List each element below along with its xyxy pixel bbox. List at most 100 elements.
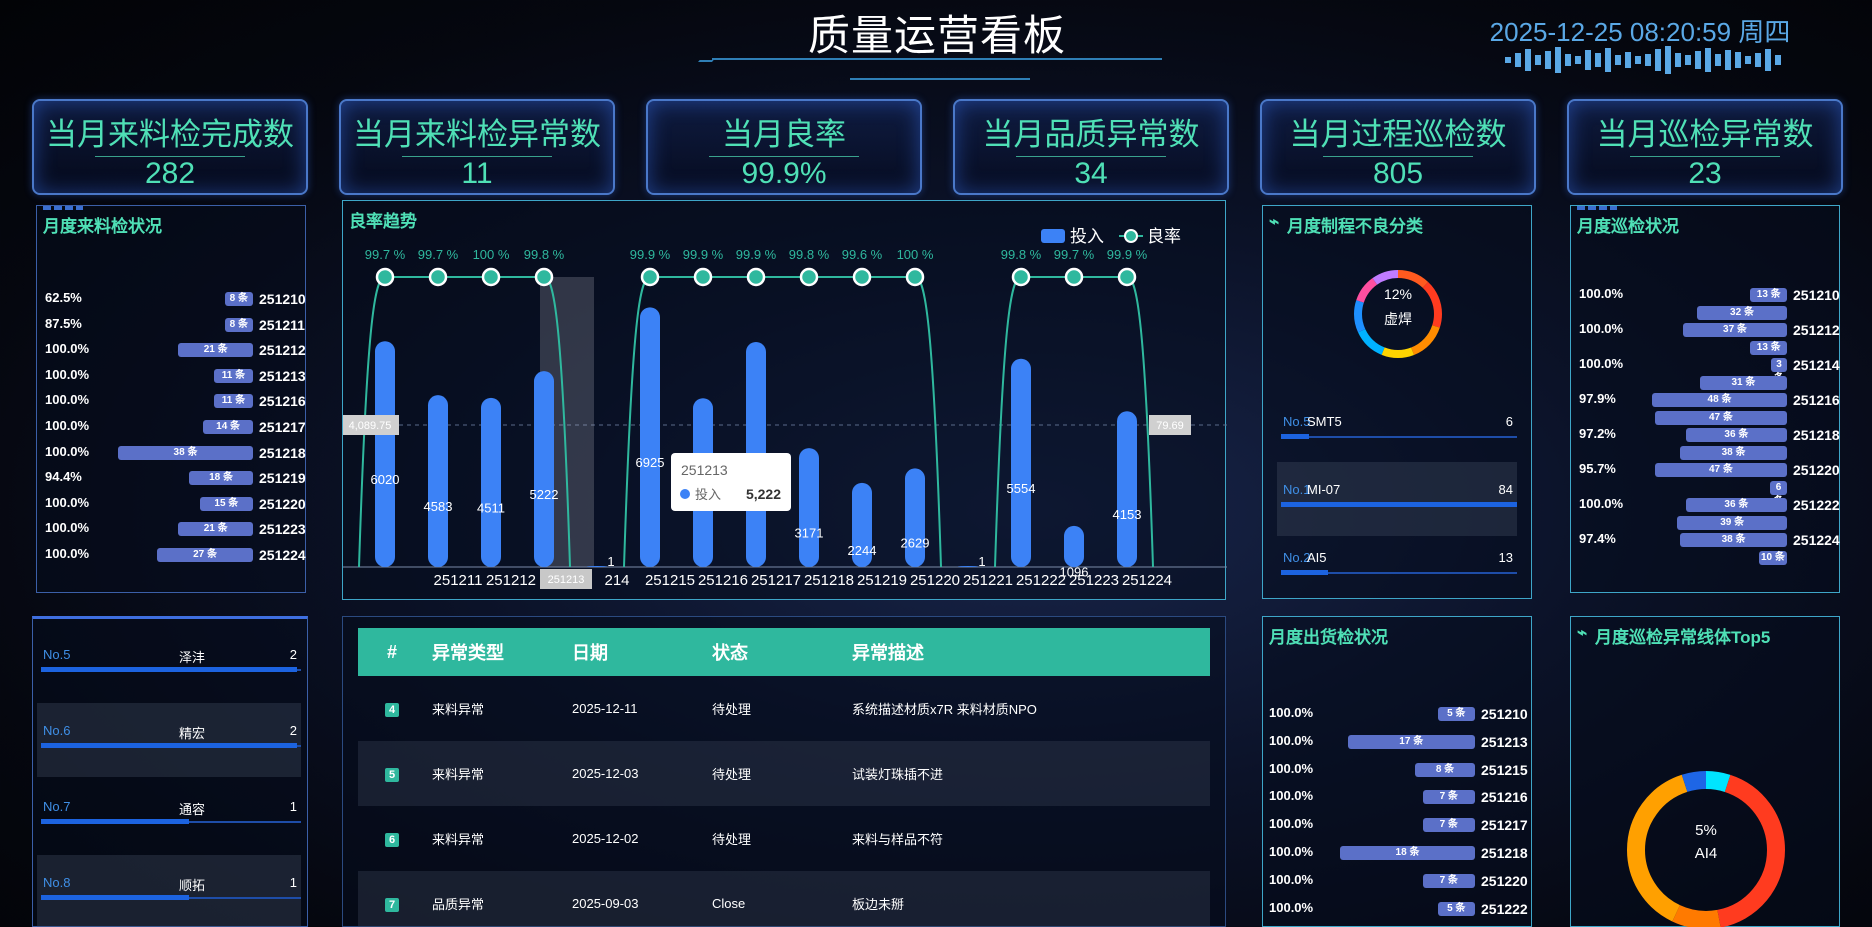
- table-row[interactable]: 5 来料异常 2025-12-03 待处理 试装灯珠插不进: [358, 741, 1210, 806]
- list-item: 100.0% 15 条 251220: [45, 495, 306, 513]
- list-item: 100.0% 38 条 251218: [45, 444, 306, 462]
- bar-value-label: 1: [978, 554, 985, 569]
- yield-value-label: 99.8 %: [1001, 247, 1042, 262]
- kpi-value: 282: [144, 157, 196, 190]
- yield-point: [693, 267, 713, 287]
- yield-value-label: 99.7 %: [1054, 247, 1095, 262]
- rank-no: No.5: [43, 647, 71, 662]
- list-item-bar: 47 条: [1654, 463, 1787, 477]
- list-item: 95.7% 47 条 251220: [1579, 461, 1840, 479]
- list-item-pct: 100.0%: [1269, 816, 1314, 832]
- wave-bar: [1535, 55, 1541, 65]
- kpi-label: 当月良率: [722, 117, 846, 152]
- table-row[interactable]: 4 来料异常 2025-12-11 待处理 系统描述材质x7R 来料材质NPO: [358, 676, 1210, 741]
- col-date: 日期: [572, 643, 608, 663]
- wave-bar: [1735, 52, 1741, 68]
- cell-index: 5: [358, 766, 426, 782]
- yield-point: [852, 267, 872, 287]
- list-item-code: 251222: [1793, 497, 1840, 513]
- list-item-bar: 13 条: [1750, 340, 1787, 355]
- list-item-code: 251215: [1481, 761, 1528, 778]
- kpi-value: 23: [1688, 157, 1722, 190]
- rank-no: No.5: [1283, 414, 1311, 429]
- list-item: 100.0% 7 条 251217: [1269, 816, 1531, 834]
- wave-bar: [1715, 54, 1721, 66]
- kpi-divider: [1630, 156, 1780, 157]
- list-item-bar: 38 条: [1680, 445, 1787, 460]
- list-item-code: 251219: [259, 470, 306, 487]
- list-item-code: 251218: [1481, 845, 1528, 861]
- x-highlight-marker: [540, 569, 592, 589]
- pulse-icon: ⌁: [1269, 212, 1280, 231]
- donut-segment: [1354, 270, 1442, 358]
- incoming-panel-title: 月度来料检状况: [43, 206, 162, 237]
- bar-value-label: 1096: [1060, 564, 1089, 579]
- rank-count: 1: [289, 799, 297, 814]
- rank-fill: [41, 743, 297, 748]
- cell-type: 来料异常: [432, 767, 485, 782]
- list-item-pct: 100.0%: [45, 341, 90, 357]
- rank-name: 精宏: [178, 726, 205, 741]
- tooltip-dot: [680, 489, 690, 499]
- defect-donut-label: 虚焊: [1384, 311, 1412, 327]
- wave-bar: [1575, 56, 1581, 64]
- donut-segment: [1627, 771, 1785, 927]
- table-row[interactable]: 6 来料异常 2025-12-02 待处理 来料与样品不符: [358, 806, 1210, 871]
- bar-value-label: 4511: [477, 500, 505, 515]
- header-deco-line-2: [850, 78, 1030, 80]
- list-item-pct: 100.0%: [1579, 286, 1624, 301]
- cell-date: 2025-12-02: [572, 831, 639, 846]
- rank-name: MI-07: [1307, 482, 1341, 497]
- patrol-panel-title: 月度巡检状况: [1577, 206, 1679, 237]
- list-item-bar: 10 条: [1758, 550, 1787, 565]
- legend-yield-swatch: [1124, 229, 1138, 243]
- kpi-card: 当月巡检异常数 23: [1567, 99, 1843, 195]
- bar: [1117, 411, 1137, 567]
- bar-value-label: 3171: [795, 526, 824, 541]
- yield-point: [534, 267, 554, 287]
- rank-count: 13: [1498, 550, 1513, 565]
- list-item-code: 251224: [259, 547, 306, 563]
- yield-chart: 6020458325121145112512125222251121469252…: [343, 227, 1227, 589]
- wave-bar: [1505, 57, 1511, 63]
- list-item-pct: 100.0%: [45, 392, 90, 408]
- yield-value-label: 99.7 %: [365, 247, 406, 262]
- list-item-pct: 100.0%: [1269, 871, 1314, 887]
- yield-line: [358, 276, 571, 568]
- x-tick-label: 251216: [698, 572, 748, 589]
- bar: [1011, 358, 1031, 567]
- list-item: 47 条: [1579, 409, 1839, 427]
- kpi-divider: [402, 156, 552, 157]
- list-item-bar: 37 条: [1682, 323, 1787, 337]
- x-tick-label: 251219: [857, 572, 907, 589]
- list-item-pct: 94.4%: [45, 469, 82, 485]
- col-desc: 异常描述: [852, 643, 924, 663]
- table-row[interactable]: 7 品质异常 2025-09-03 Close 板边未掰: [358, 871, 1210, 927]
- list-item: 94.4% 18 条 251219: [45, 469, 306, 487]
- top5-donut-chart: [1627, 771, 1785, 927]
- bar-value-label: 6925: [636, 455, 665, 470]
- yield-point: [799, 267, 819, 287]
- x-tick-label: 251223: [1069, 572, 1119, 589]
- cell-type: 来料异常: [432, 702, 485, 717]
- supplier-rank-item: No.6 精宏 2: [37, 703, 301, 777]
- donut-segment: [1354, 270, 1442, 358]
- wave-bar: [1595, 53, 1601, 67]
- yield-value-label: 99.6 %: [842, 247, 883, 262]
- list-item-pct: 97.2%: [1579, 426, 1616, 441]
- cell-desc: 来料与样品不符: [852, 832, 944, 847]
- supplier-rank-item: No.7 通容 1: [37, 779, 301, 853]
- list-item-bar: 6 条: [1770, 480, 1787, 507]
- list-item-bar: 7 条: [1422, 818, 1475, 833]
- wave-bar: [1585, 50, 1591, 70]
- list-item-code: 251210: [259, 291, 306, 307]
- rank-count: 1: [289, 875, 297, 890]
- list-item-code: 251213: [1481, 733, 1528, 750]
- yield-point: [640, 267, 660, 287]
- list-item: 100.0% 11 条 251213: [45, 367, 306, 385]
- top5-donut-pct: 5%: [1695, 822, 1717, 839]
- kpi-value: 805: [1372, 157, 1424, 190]
- clock: 2025-12-25 08:20:59 周四: [1489, 17, 1791, 47]
- bar-value-label: 4583: [424, 499, 453, 514]
- list-item-pct: 87.5%: [45, 315, 82, 331]
